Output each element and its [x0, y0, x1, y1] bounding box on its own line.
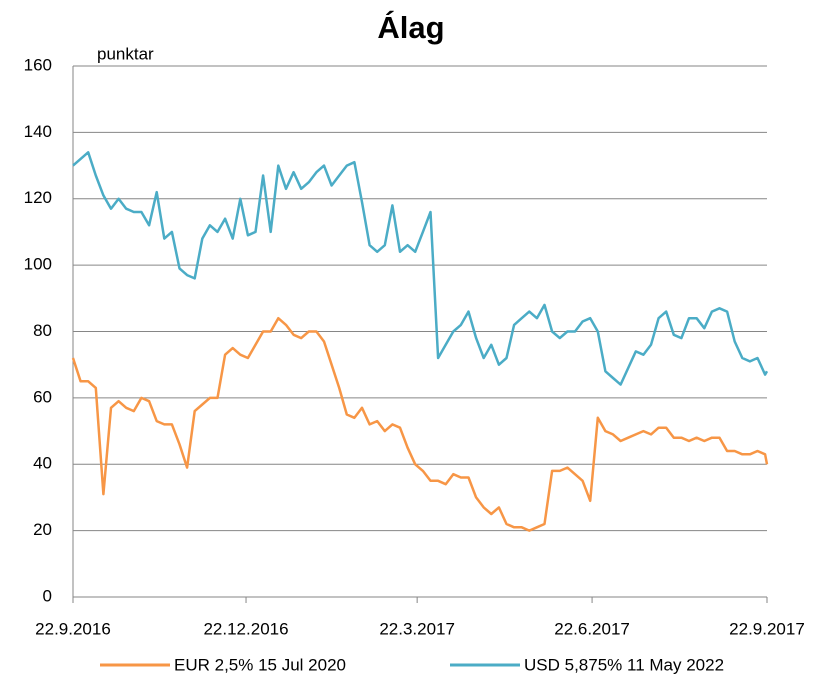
- x-tick-label: 22.12.2016: [203, 619, 288, 638]
- y-tick-label: 100: [24, 255, 52, 274]
- x-tick-label: 22.9.2017: [729, 619, 805, 638]
- chart-title: Álag: [377, 10, 444, 45]
- y-tick-label: 60: [33, 387, 52, 406]
- x-tick-label: 22.6.2017: [554, 619, 630, 638]
- y-tick-label: 80: [33, 321, 52, 340]
- legend-label: USD 5,875% 11 May 2022: [524, 655, 724, 674]
- y-tick-label: 140: [24, 122, 52, 141]
- legend-label: EUR 2,5% 15 Jul 2020: [174, 655, 346, 674]
- y-unit-label: punktar: [97, 44, 154, 63]
- y-tick-label: 40: [33, 454, 52, 473]
- y-tick-label: 20: [33, 520, 52, 539]
- x-tick-label: 22.9.2016: [35, 619, 111, 638]
- y-tick-label: 160: [24, 55, 52, 74]
- y-tick-label: 0: [43, 586, 52, 605]
- series-line: [71, 316, 769, 532]
- y-tick-label: 120: [24, 188, 52, 207]
- x-tick-label: 22.3.2017: [379, 619, 455, 638]
- series-line: [72, 151, 769, 386]
